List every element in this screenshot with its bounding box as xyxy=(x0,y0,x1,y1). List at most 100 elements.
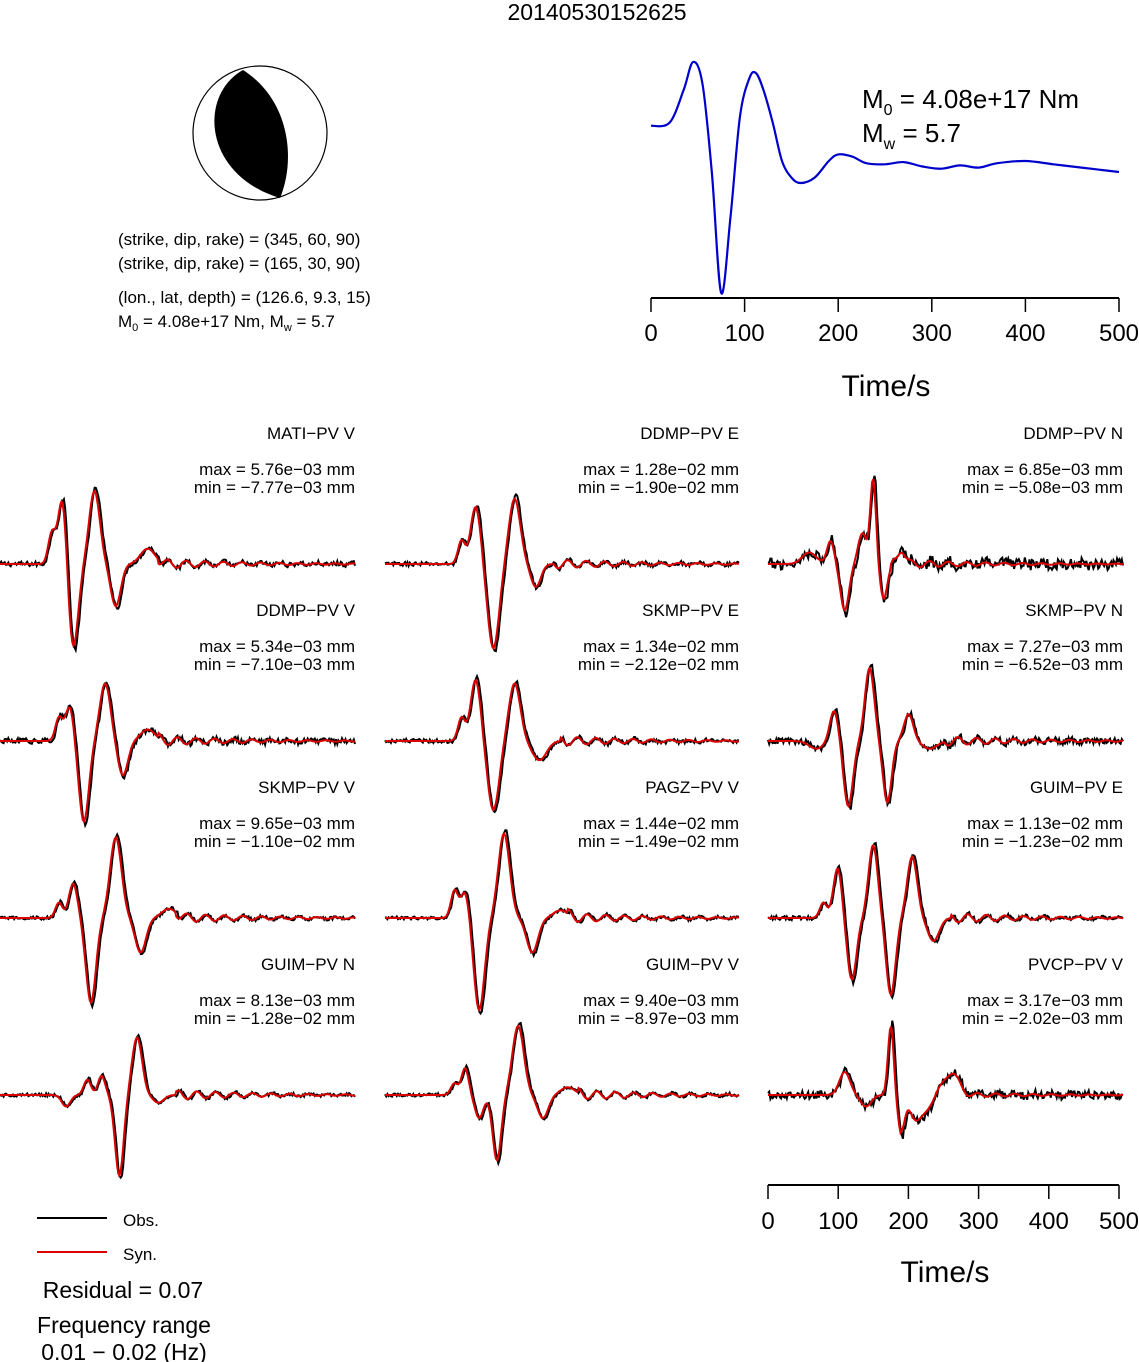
station-label: GUIM−PV N xyxy=(261,955,355,974)
waveform-xlabel: Time/s xyxy=(901,1256,990,1289)
stf-mw-label: Mw = 5.7 xyxy=(862,118,961,153)
observed-trace xyxy=(384,829,740,1016)
synthetic-trace xyxy=(385,1024,739,1163)
beachball xyxy=(192,65,328,201)
station-label: GUIM−PV V xyxy=(646,955,740,974)
station-min: min = −7.77e−03 mm xyxy=(194,478,355,497)
synthetic-trace xyxy=(768,843,1123,997)
residual-text: Residual = 0.07 xyxy=(43,1277,203,1303)
legend-obs-label: Obs. xyxy=(123,1211,159,1230)
time-axis-tick-label: 300 xyxy=(959,1208,999,1235)
station-max: max = 8.13e−03 mm xyxy=(199,991,355,1010)
location-text: (lon., lat, depth) = (126.6, 9.3, 15) xyxy=(118,288,371,307)
observed-trace xyxy=(0,486,356,654)
station-max: max = 6.85e−03 mm xyxy=(967,460,1123,479)
observed-trace xyxy=(384,492,740,653)
figure-title: 20140530152625 xyxy=(507,0,686,25)
station-min: min = −5.08e−03 mm xyxy=(962,478,1123,497)
stf-panel: 0 100 200 300 400 500 Time/s M0 = 4.08e+17 Nm… xyxy=(644,60,1139,403)
station-min: min = −8.97e−03 mm xyxy=(578,1009,739,1028)
stf-m0-label: M0 = 4.08e+17 Nm xyxy=(862,84,1079,119)
station-min: min = −1.10e−02 mm xyxy=(194,832,355,851)
frequency-label: Frequency range xyxy=(37,1312,211,1338)
station-min: min = −7.10e−03 mm xyxy=(194,655,355,674)
plane2-text: (strike, dip, rake) = (165, 30, 90) xyxy=(118,254,360,273)
station-max: max = 3.17e−03 mm xyxy=(967,991,1123,1010)
station-label: SKMP−PV N xyxy=(1025,601,1123,620)
station-min: min = −2.12e−02 mm xyxy=(578,655,739,674)
stf-tick-label: 0 xyxy=(644,320,657,347)
station-max: max = 5.34e−03 mm xyxy=(199,637,355,656)
station-max: max = 5.76e−03 mm xyxy=(199,460,355,479)
synthetic-trace xyxy=(768,1026,1123,1136)
stf-line xyxy=(650,60,1120,295)
time-axis-tick-label: 500 xyxy=(1099,1208,1139,1235)
synthetic-trace xyxy=(0,835,355,1005)
station-max: max = 9.65e−03 mm xyxy=(199,814,355,833)
station-max: max = 9.40e−03 mm xyxy=(583,991,739,1010)
station-min: min = −1.28e−02 mm xyxy=(194,1009,355,1028)
observed-trace xyxy=(0,1033,356,1180)
station-label: MATI−PV V xyxy=(267,424,356,443)
stf-tick-label: 500 xyxy=(1099,320,1139,347)
observed-trace xyxy=(384,1021,740,1167)
stf-tick-label: 300 xyxy=(912,320,952,347)
stf-tick-label: 400 xyxy=(1005,320,1045,347)
station-min: min = −1.23e−02 mm xyxy=(962,832,1123,851)
synthetic-trace xyxy=(385,831,739,1012)
station-min: min = −1.90e−02 mm xyxy=(578,478,739,497)
station-max: max = 1.28e−02 mm xyxy=(583,460,739,479)
synthetic-trace xyxy=(385,678,739,812)
synthetic-trace xyxy=(0,1035,355,1178)
observed-trace xyxy=(0,832,356,1010)
station-max: max = 1.44e−02 mm xyxy=(583,814,739,833)
stf-tick-label: 200 xyxy=(818,320,858,347)
stf-tick-label: 100 xyxy=(725,320,765,347)
synthetic-trace xyxy=(385,497,739,651)
stf-xlabel: Time/s xyxy=(842,370,931,403)
plane1-text: (strike, dip, rake) = (345, 60, 90) xyxy=(118,230,360,249)
station-max: max = 1.13e−02 mm xyxy=(967,814,1123,833)
synthetic-trace xyxy=(768,478,1123,612)
legend: Obs. Syn. xyxy=(37,1211,159,1264)
station-label: PVCP−PV V xyxy=(1028,955,1124,974)
station-label: DDMP−PV N xyxy=(1023,424,1123,443)
station-min: min = −2.02e−03 mm xyxy=(962,1009,1123,1028)
legend-syn-label: Syn. xyxy=(123,1245,157,1264)
station-label: GUIM−PV E xyxy=(1030,778,1123,797)
frequency-value: 0.01 − 0.02 (Hz) xyxy=(41,1339,207,1362)
station-label: DDMP−PV E xyxy=(640,424,739,443)
synthetic-trace xyxy=(0,682,355,824)
observed-trace xyxy=(767,475,1124,618)
time-axis-tick-label: 400 xyxy=(1029,1208,1069,1235)
station-label: SKMP−PV V xyxy=(258,778,356,797)
observed-trace xyxy=(767,663,1124,810)
station-label: SKMP−PV E xyxy=(642,601,739,620)
station-label: DDMP−PV V xyxy=(256,601,355,620)
synthetic-trace xyxy=(0,489,355,649)
station-max: max = 7.27e−03 mm xyxy=(967,637,1123,656)
moment-text: M0 = 4.08e+17 Nm, Mw = 5.7 xyxy=(118,312,335,334)
time-axis-tick-label: 100 xyxy=(818,1208,858,1235)
time-axis-tick-label: 200 xyxy=(888,1208,928,1235)
waveform-time-axis: 0 100 200 300 400 500 xyxy=(761,1184,1139,1235)
observed-trace xyxy=(0,681,356,829)
time-axis-tick-label: 0 xyxy=(761,1208,774,1235)
station-min: min = −6.52e−03 mm xyxy=(962,655,1123,674)
stf-time-axis: 0 100 200 300 400 500 xyxy=(644,297,1139,347)
station-max: max = 1.34e−02 mm xyxy=(583,637,739,656)
